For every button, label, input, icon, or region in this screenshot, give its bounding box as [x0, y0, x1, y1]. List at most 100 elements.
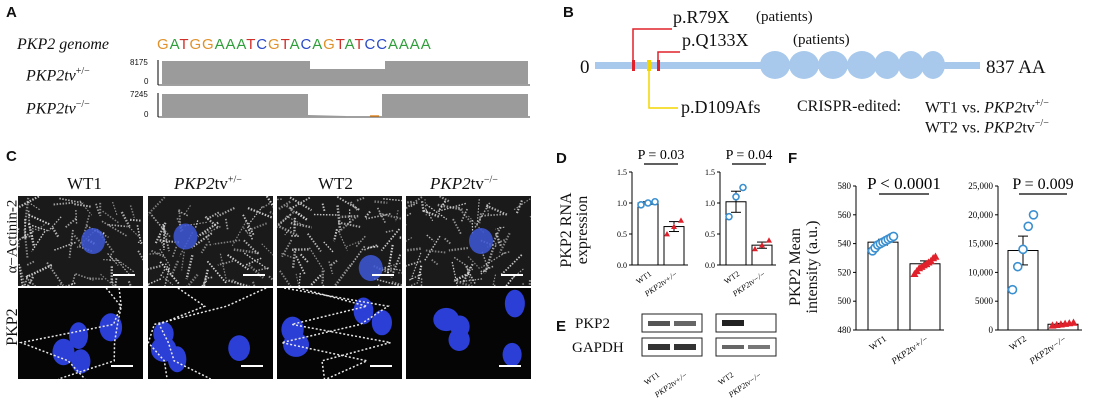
data-point	[1069, 318, 1078, 326]
sarcomere-stripe	[406, 212, 412, 218]
dna-base: T	[335, 36, 345, 53]
x-category-label: PKP2tv−/−	[1027, 333, 1068, 366]
sarcomere-stripe	[59, 197, 84, 204]
sarcomere-stripe	[349, 245, 366, 268]
col-pkp2tv-het-tv: tv	[214, 174, 228, 193]
dna-base: A	[225, 36, 237, 53]
dna-sequence: GATGGAAATCGTACAGTATCCAAAA	[157, 36, 432, 53]
chart-f-left: 480 500 520 540 560 580 WT1 PKP2tv+/− P < 0.0001	[838, 174, 944, 367]
y-tick-label: 1.5	[705, 168, 715, 177]
sarcomere-stripe	[242, 214, 255, 236]
x-category-label: WT1	[635, 269, 654, 286]
crispr-line-1-wt: WT1 vs.	[925, 99, 985, 117]
col-pkp2tv-hom-sup: −/−	[483, 174, 498, 186]
crispr-line-1-gene: PKP2	[984, 99, 1023, 117]
panel-label-a: A	[6, 4, 17, 21]
arm-repeat	[789, 51, 819, 79]
sarcomere-stripe	[56, 283, 62, 286]
dna-base: T	[280, 36, 290, 53]
y-tick-label: 15,000	[968, 239, 993, 249]
sarcomere-stripe	[23, 229, 29, 259]
sarcomere-stripe	[336, 205, 342, 231]
nucleus	[228, 335, 250, 361]
sarcomere-stripe	[363, 210, 371, 219]
sarcomere-stripe	[178, 210, 190, 217]
scale-bar	[113, 274, 135, 276]
sarcomere-stripe	[409, 202, 418, 208]
micrograph-texture	[281, 288, 392, 379]
blot-lane-wt1: WT1	[643, 370, 662, 387]
dna-base: C	[256, 36, 269, 53]
track2-label: PKP2tv−/−	[26, 99, 90, 118]
sarcomere-stripe	[71, 274, 76, 286]
sarcomere-stripe	[74, 203, 92, 208]
arm-repeat	[847, 51, 877, 79]
track1-sup: +/−	[75, 66, 90, 77]
nucleus	[469, 228, 493, 254]
data-point	[637, 201, 645, 209]
sarcomere-stripe	[399, 236, 402, 239]
sarcomere-stripe	[31, 224, 49, 232]
crispr-line-2-wt: WT2 vs.	[925, 119, 985, 137]
y-tick-label: 1.0	[617, 199, 627, 208]
sarcomere-stripe	[148, 196, 166, 216]
sarcomere-stripe	[467, 256, 482, 271]
sarcomere-stripe	[28, 214, 51, 226]
scale-bar	[111, 365, 133, 367]
sarcomere-stripe	[252, 281, 256, 286]
sarcomere-stripe	[102, 210, 119, 224]
y-tick-label: 25,000	[968, 181, 993, 191]
y-tick-label: 0	[989, 325, 994, 335]
track1-max: 8175	[130, 58, 148, 67]
col-wt2: WT2	[318, 174, 353, 193]
sarcomere-stripe	[285, 215, 304, 226]
sarcomere-stripe	[246, 226, 253, 240]
micrograph-texture	[433, 289, 525, 367]
sarcomere-stripe	[289, 196, 313, 212]
sarcomere-stripe	[160, 274, 174, 286]
dna-base: A	[420, 36, 432, 53]
arm-repeat	[874, 51, 900, 79]
sarcomere-stripe	[333, 228, 338, 242]
x-category-label: WT1	[867, 333, 888, 352]
sarcomere-stripe	[148, 265, 161, 271]
dna-base: A	[214, 36, 226, 53]
sarcomere-stripe	[337, 221, 361, 228]
sarcomere-stripe	[233, 248, 260, 255]
sarcomere-stripe	[75, 273, 94, 281]
sarcomere-stripe	[186, 273, 199, 286]
sarcomere-stripe	[185, 254, 194, 280]
nucleus	[173, 223, 198, 250]
dna-base: G	[157, 36, 170, 53]
data-point	[766, 237, 772, 243]
sarcomere-stripe	[333, 264, 352, 286]
y-tick-label: 560	[838, 210, 852, 220]
genome-label: PKP2 genome	[17, 36, 109, 53]
blot-band	[722, 320, 744, 326]
sarcomere-stripe	[180, 251, 185, 271]
data-point	[651, 197, 659, 206]
blot-band	[674, 344, 696, 350]
sarcomere-stripe	[337, 230, 348, 251]
sarcomere-stripe	[308, 247, 326, 272]
sarcomere-stripe	[424, 235, 441, 261]
sarcomere-stripe	[425, 209, 434, 221]
blot-lane-wt2: WT2	[717, 370, 736, 387]
crispr-label: CRISPR-edited:	[797, 98, 902, 115]
sarcomere-stripe	[159, 248, 171, 266]
sarcomere-stripe	[269, 210, 273, 215]
sarcomere-stripe	[298, 272, 301, 286]
sarcomere-stripe	[306, 233, 322, 252]
sarcomere-stripe	[203, 276, 213, 280]
col-pkp2tv-het: PKP2tv+/−	[174, 174, 242, 194]
dna-base: G	[268, 36, 281, 53]
sarcomere-stripe	[406, 260, 422, 267]
blot-band	[748, 345, 770, 349]
sarcomere-stripe	[37, 222, 48, 230]
actinin-micrograph	[148, 196, 273, 286]
sarcomere-stripe	[243, 239, 260, 255]
q133x-leader	[657, 51, 680, 60]
x-category-label: WT2	[723, 269, 742, 286]
blot-box	[641, 313, 703, 333]
col-wt1: WT1	[67, 174, 102, 193]
